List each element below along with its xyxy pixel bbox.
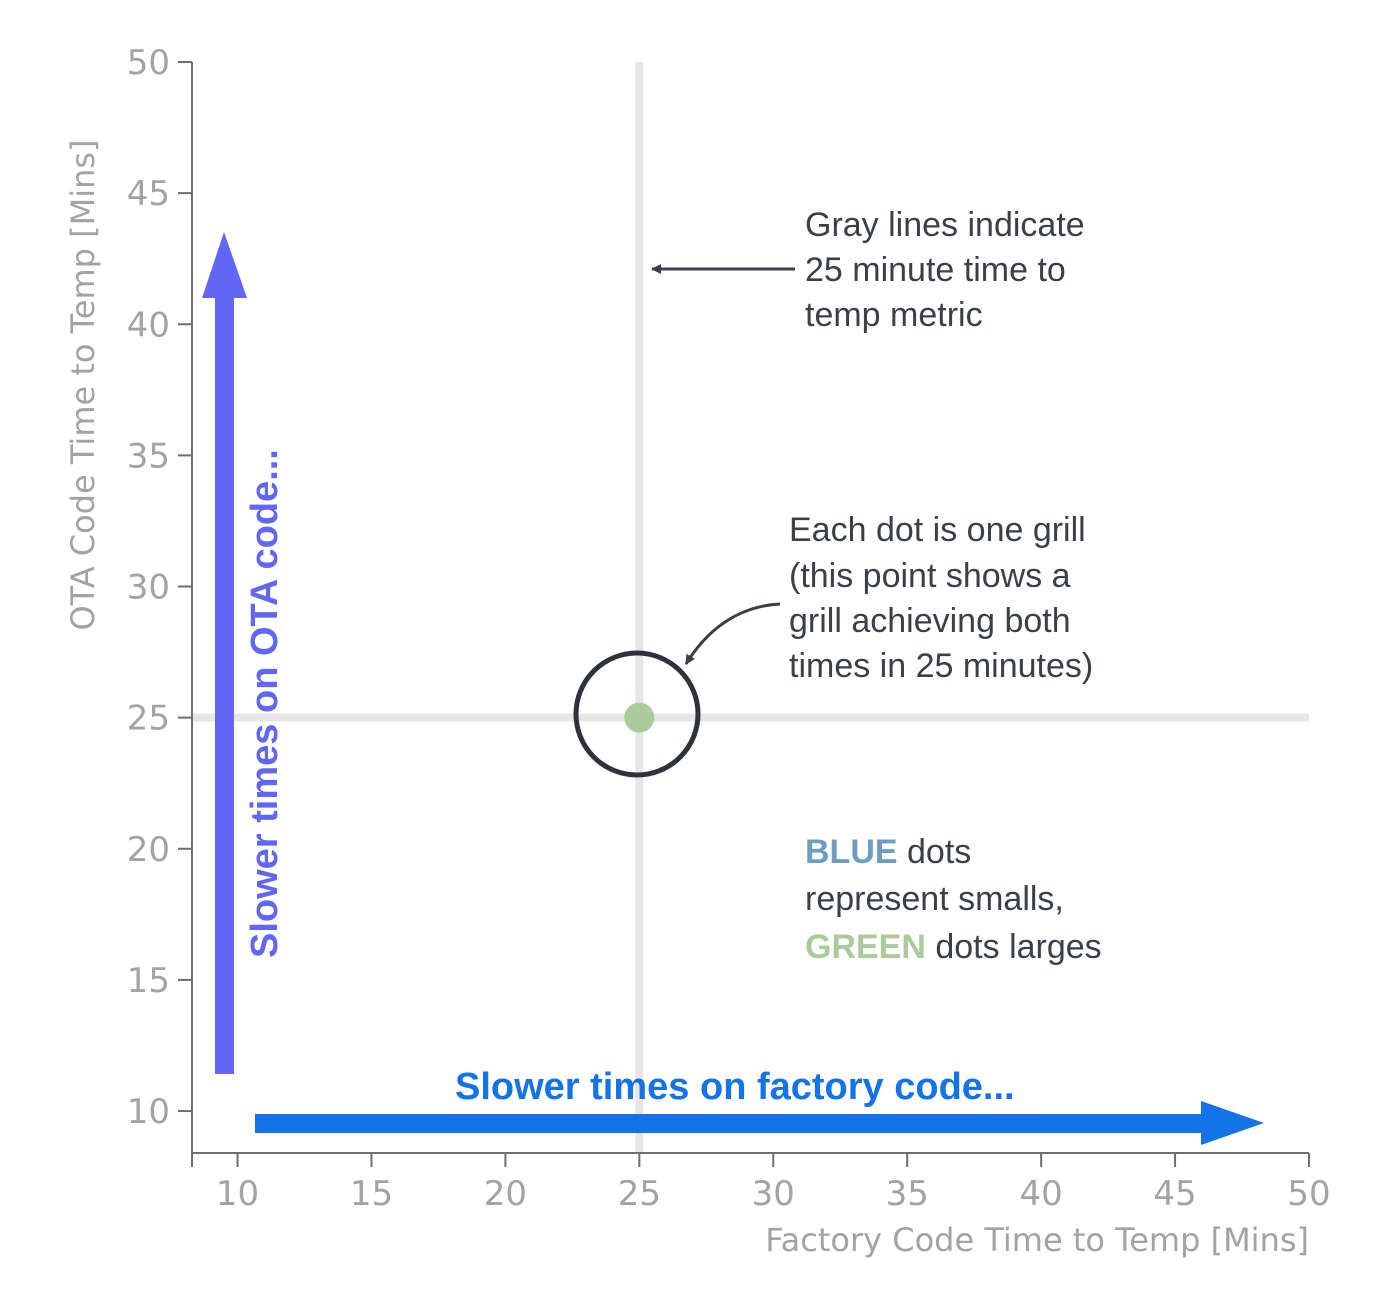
legend-line1-rest: dots (898, 833, 972, 871)
horizontal-arrow-label: Slower times on factory code... (455, 1066, 1015, 1108)
gray-lines-note-line: 25 minute time to (805, 251, 1066, 289)
x-tick-label: 15 (350, 1174, 393, 1214)
x-tick-label: 25 (618, 1174, 661, 1214)
horizontal-arrow-head (1201, 1101, 1264, 1145)
gray-lines-note-line: temp metric (805, 296, 983, 334)
highlight-circle (573, 650, 701, 778)
x-tick-label: 45 (1153, 1174, 1196, 1214)
dot-note-line: Each dot is one grill (789, 511, 1086, 549)
green-word: GREEN (805, 928, 926, 966)
x-tick-label: 50 (1287, 1174, 1330, 1214)
y-tick-label: 50 (127, 43, 170, 83)
dot-note-line: (this point shows a (789, 557, 1071, 595)
axes: 10 15 20 25 30 35 40 45 50 10 15 20 25 30 35 40 45 50 Fact… (64, 43, 1331, 1259)
legend-line2: represent smalls, (805, 880, 1064, 918)
y-tick-label: 30 (127, 568, 170, 608)
reference-lines (192, 62, 1309, 1153)
gray-lines-note: Gray lines indicate 25 minute time to te… (805, 206, 1094, 334)
dot-note-line: grill achieving both (789, 602, 1071, 640)
x-tick-label: 10 (216, 1174, 259, 1214)
horizontal-arrow-shaft (255, 1114, 1203, 1133)
vertical-arrow-head (202, 232, 247, 298)
x-tick-label: 35 (886, 1174, 929, 1214)
y-tick-label: 15 (127, 961, 170, 1001)
vertical-arrow (202, 232, 247, 1074)
x-tick-label: 20 (484, 1174, 527, 1214)
x-tick-label: 30 (752, 1174, 795, 1214)
dot-note: Each dot is one grill (this point shows … (789, 511, 1095, 685)
vertical-arrow-shaft (215, 296, 234, 1074)
data-point (624, 702, 655, 733)
legend-line3-rest: dots larges (926, 928, 1102, 966)
x-tick-label: 40 (1020, 1174, 1063, 1214)
dot-pointer-arrow (684, 602, 781, 665)
blue-word: BLUE (805, 833, 898, 871)
y-tick-label: 35 (127, 436, 170, 476)
y-axis-title: OTA Code Time to Temp [Mins] (64, 139, 102, 630)
y-tick-label: 20 (127, 830, 170, 870)
y-tick-label: 40 (127, 305, 170, 345)
dot-note-line: times in 25 minutes) (789, 647, 1093, 685)
horizontal-arrow (255, 1101, 1264, 1145)
gray-lines-note-line: Gray lines indicate (805, 206, 1085, 244)
legend-note: BLUE dots represent smalls, GREEN dots l… (805, 833, 1102, 966)
data-points (624, 702, 655, 733)
y-tick-label: 45 (127, 174, 170, 214)
y-tick-label: 10 (127, 1092, 170, 1132)
y-tick-label: 25 (127, 699, 170, 739)
vertical-arrow-label: Slower times on OTA code... (244, 449, 286, 958)
x-axis-title: Factory Code Time to Temp [Mins] (765, 1221, 1309, 1259)
